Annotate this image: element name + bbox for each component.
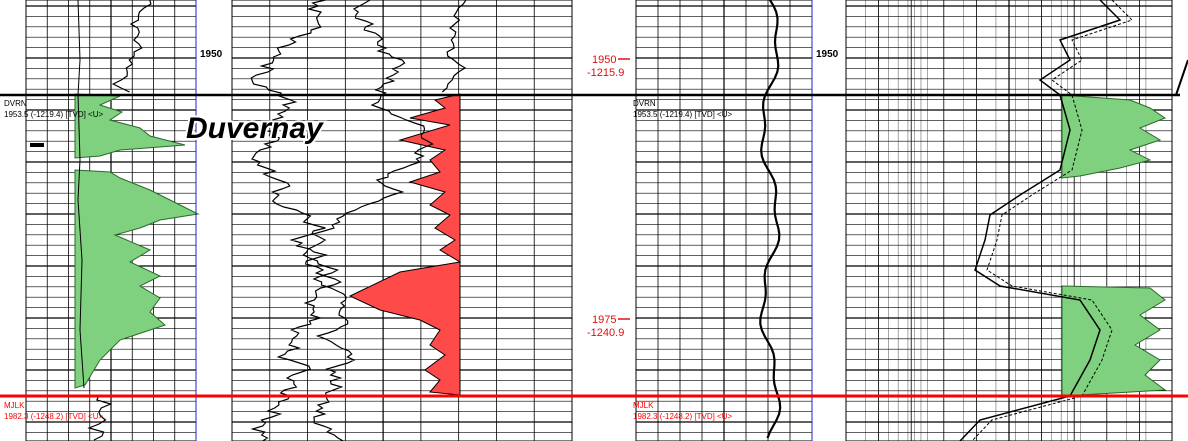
depth-column: 1950 -1215.9 1975 -1240.9 <box>587 54 630 339</box>
top-code-dvrn-right: DVRN <box>633 99 656 108</box>
formation-title: Duvernay <box>186 112 324 145</box>
top-code-mjlk-right: MJLK <box>633 401 654 410</box>
depth-subsea-1950: -1215.9 <box>587 67 624 79</box>
track-1-grid <box>25 0 197 441</box>
green-fill-track1-upper <box>74 93 186 159</box>
top-code-mjlk-left: MJLK <box>4 401 25 410</box>
log-curves <box>77 0 1133 441</box>
track1-curve-lower <box>87 395 113 441</box>
track-3-grid <box>635 0 813 441</box>
curve-fills <box>74 93 1167 397</box>
track2-curve-b <box>250 0 342 441</box>
track1-baseline-curve <box>77 0 85 389</box>
top-detail-dvrn-right: 1953.5 (-1219.4) [TVD] <U> <box>633 110 732 119</box>
track-depth-label-1: 1950 <box>200 49 223 60</box>
track3-curve <box>759 0 782 439</box>
track4-curve-a <box>959 0 1122 441</box>
red-fill-track2 <box>348 93 462 396</box>
log-track-grids <box>25 0 1173 441</box>
dvrn-top-line-tail <box>1175 59 1188 96</box>
small-marker <box>30 143 44 147</box>
track4-curve-b <box>971 0 1133 441</box>
top-detail-mjlk-left: 1982.3 (-1248.2) [TVD] <U> <box>4 412 103 421</box>
top-detail-dvrn-left: 1953.5 (-1219.4) [TVD] <U> <box>4 110 103 119</box>
top-detail-mjlk-right: 1982.3 (-1248.2) [TVD] <U> <box>633 412 732 421</box>
green-fill-track4-upper <box>1061 94 1167 179</box>
top-annotations-right: DVRN 1953.5 (-1219.4) [TVD] <U> MJLK 198… <box>633 99 732 421</box>
depth-subsea-1975: -1240.9 <box>587 327 624 339</box>
track-2-grid <box>231 0 573 441</box>
green-fill-track1-lower <box>74 169 200 389</box>
depth-md-1950: 1950 <box>592 54 616 66</box>
track-depth-label-2: 1950 <box>816 49 839 60</box>
top-annotations-left: DVRN 1953.5 (-1219.4) [TVD] <U> MJLK 198… <box>4 99 103 421</box>
track-2-border <box>231 0 573 441</box>
track2-curve-a <box>302 0 434 441</box>
green-fill-track4-lower <box>1061 285 1167 397</box>
top-code-dvrn-left: DVRN <box>4 99 27 108</box>
depth-md-1975: 1975 <box>592 314 616 326</box>
track2-curve-top <box>441 0 467 93</box>
track1-curve-upper <box>111 0 152 93</box>
